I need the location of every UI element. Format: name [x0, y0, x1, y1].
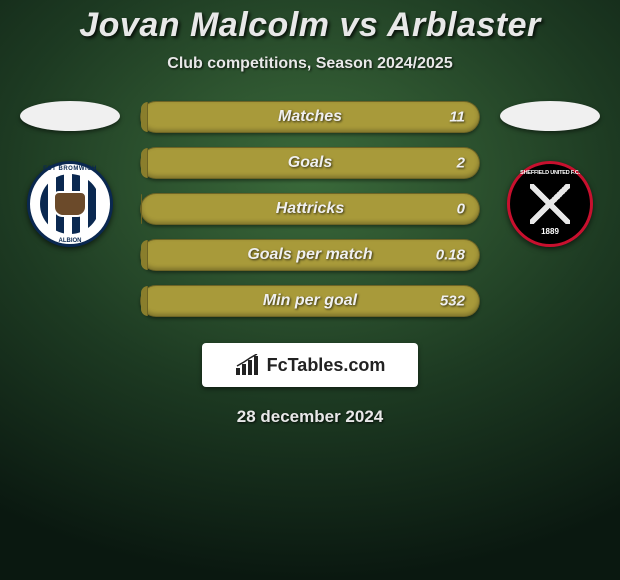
date-text: 28 december 2024: [0, 407, 620, 427]
brand-text: FcTables.com: [267, 355, 386, 376]
stat-label: Matches: [278, 108, 342, 126]
stat-label: Hattricks: [276, 200, 344, 218]
crest-text-top: EST BROMWICH: [30, 166, 110, 172]
stat-value: 532: [440, 293, 465, 310]
stat-bar-fill: [141, 102, 148, 132]
stat-bar: Matches 11: [140, 101, 480, 133]
brand-badge: FcTables.com: [202, 343, 418, 387]
stat-bar-fill: [141, 148, 148, 178]
subtitle: Club competitions, Season 2024/2025: [0, 55, 620, 73]
stat-bar-fill: [141, 286, 148, 316]
crest-text-top: SHEFFIELD UNITED F.C.: [510, 170, 590, 176]
stat-value: 11: [449, 109, 465, 126]
left-team-crest: EST BROMWICH ALBION: [27, 161, 113, 247]
right-player-oval: [500, 101, 600, 131]
stat-label: Goals per match: [247, 246, 372, 264]
stat-value: 0: [457, 201, 465, 218]
stat-bar: Goals per match 0.18: [140, 239, 480, 271]
left-column: EST BROMWICH ALBION: [18, 101, 122, 247]
stat-label: Min per goal: [263, 292, 357, 310]
stat-value: 2: [457, 155, 465, 172]
stat-label: Goals: [288, 154, 332, 172]
stat-bar: Hattricks 0: [140, 193, 480, 225]
stat-bar-fill: [141, 240, 148, 270]
infographic-root: Jovan Malcolm vs Arblaster Club competit…: [0, 0, 620, 580]
stat-bar: Min per goal 532: [140, 285, 480, 317]
chart-icon: [235, 354, 261, 376]
right-team-crest: SHEFFIELD UNITED F.C.: [507, 161, 593, 247]
page-title: Jovan Malcolm vs Arblaster: [0, 6, 620, 45]
stat-value: 0.18: [436, 247, 465, 264]
stat-bar-fill: [141, 194, 142, 224]
main-row: EST BROMWICH ALBION Matches 11 Goals 2 Hattr…: [0, 101, 620, 317]
stat-bar: Goals 2: [140, 147, 480, 179]
crest-text-bottom: ALBION: [30, 238, 110, 244]
right-column: SHEFFIELD UNITED F.C.: [498, 101, 602, 247]
stats-bars: Matches 11 Goals 2 Hattricks 0 Goals per match…: [140, 101, 480, 317]
left-player-oval: [20, 101, 120, 131]
